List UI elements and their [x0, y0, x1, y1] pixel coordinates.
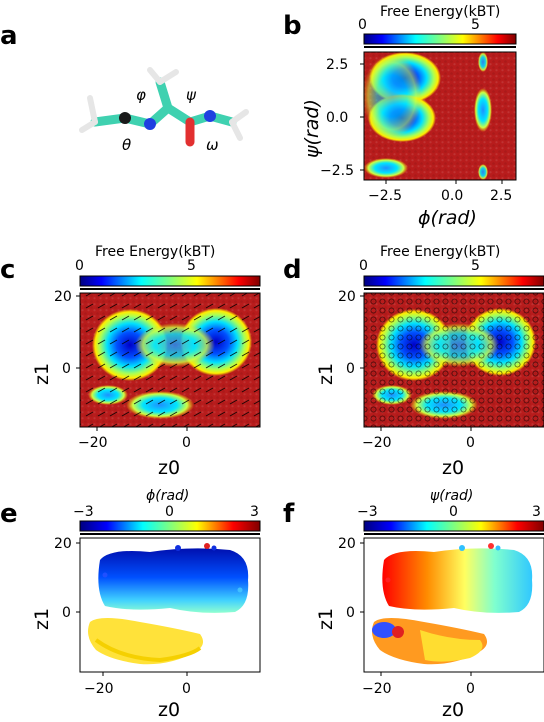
panel-a-label: a [0, 21, 18, 51]
e-xtick-mid: 0 [182, 681, 191, 697]
plot-e-area [76, 537, 261, 676]
b-ylabel: ψ(rad) [301, 99, 323, 158]
colorbar-c-unit: (kBT) [178, 244, 215, 260]
d-xtick-left: −20 [362, 435, 392, 451]
colorbar-b-unit: (kBT) [463, 4, 500, 20]
colorbar-f: ψ(rad) −3 0 3 [357, 488, 544, 535]
colorbar-f-tick-3: 3 [532, 504, 541, 520]
colorbar-e-tick-0: 0 [165, 504, 174, 520]
d-ytick-mid: 0 [346, 361, 355, 377]
colorbar-f-title: ψ(rad) [430, 488, 473, 504]
d-xlabel: z0 [442, 457, 464, 479]
d-ylabel: z1 [315, 363, 337, 385]
colorbar-c-title-wrap: Free Energy(kBT) [95, 244, 215, 260]
e-ytick-mid: 0 [62, 605, 71, 621]
f-ytick-mid: 0 [346, 605, 355, 621]
f-xlabel: z0 [442, 699, 464, 718]
c-xtick-left: −20 [78, 435, 108, 451]
e-ylabel: z1 [31, 608, 53, 630]
colorbar-f-tick-neg3: −3 [357, 504, 378, 520]
plot-b-area [360, 51, 517, 184]
colorbar-c: Free Energy(kBT) 0 5 [75, 244, 261, 290]
b-ytick-mid: 0.0 [326, 110, 348, 126]
colorbar-c-tick-0: 0 [75, 258, 84, 274]
panel-c-label: c [0, 255, 15, 285]
b-xtick-mid: 0.0 [441, 188, 463, 204]
panel-d: d Free Energy(kBT) 0 5 20 0 − [283, 244, 544, 479]
d-ytick-top: 20 [338, 289, 356, 305]
b-xtick-left: −2.5 [368, 188, 402, 204]
colorbar-b-title-wrap: Free Energy(kBT) [380, 4, 500, 20]
panel-b: b Free Energy(kBT) 0 5 [283, 4, 517, 229]
c-ytick-top: 20 [54, 289, 72, 305]
angle-theta: θ [122, 136, 131, 154]
c-xtick-mid: 0 [182, 435, 191, 451]
colorbar-b-title: Free Energy [380, 4, 463, 20]
colorbar-d-title: Free Energy [380, 244, 463, 260]
d-xtick-mid: 0 [466, 435, 475, 451]
colorbar-c-title: Free Energy [95, 244, 178, 260]
panel-f-label: f [283, 499, 295, 529]
b-ytick-top: 2.5 [326, 57, 348, 73]
panel-e-label: e [0, 499, 18, 529]
colorbar-e-title: ϕ(rad) [146, 488, 189, 504]
e-xlabel: z0 [158, 699, 180, 718]
c-ytick-mid: 0 [62, 361, 71, 377]
f-xtick-left: −20 [362, 681, 392, 697]
b-xlabel: ϕ(rad) [418, 207, 477, 229]
colorbar-e-tick-neg3: −3 [73, 504, 94, 520]
plot-f-area [360, 537, 544, 676]
colorbar-b-tick-0: 0 [358, 17, 367, 33]
panel-b-label: b [283, 11, 302, 41]
e-xtick-left: −20 [84, 681, 114, 697]
panel-c: c Free Energy(kBT) 0 5 20 0 − [0, 244, 261, 479]
molecule-illustration: φ ψ θ ω [79, 67, 249, 154]
colorbar-b: Free Energy(kBT) 0 5 [358, 4, 517, 48]
panel-e: e ϕ(rad) −3 0 3 20 0 −20 0 [0, 488, 261, 721]
colorbar-d-tick-0: 0 [359, 258, 368, 274]
colorbar-f-tick-0: 0 [449, 504, 458, 520]
colorbar-b-tick-5: 5 [471, 17, 480, 33]
colorbar-d-tick-5: 5 [471, 258, 480, 274]
plot-c-area [76, 292, 261, 431]
c-ylabel: z1 [31, 363, 53, 385]
angle-omega: ω [206, 136, 219, 154]
colorbar-c-tick-5: 5 [187, 258, 196, 274]
colorbar-d-title-wrap: Free Energy(kBT) [380, 244, 500, 260]
colorbar-e: ϕ(rad) −3 0 3 [73, 488, 261, 535]
c-xlabel: z0 [158, 457, 180, 479]
f-xtick-mid: 0 [466, 681, 475, 697]
angle-phi: φ [136, 86, 146, 104]
e-ytick-top: 20 [54, 536, 72, 552]
panel-a: a φ ψ θ ω [0, 21, 249, 154]
panel-d-label: d [283, 255, 302, 285]
colorbar-e-tick-3: 3 [250, 504, 259, 520]
f-ytick-top: 20 [338, 536, 356, 552]
b-ytick-bot: −2.5 [320, 163, 354, 179]
angle-psi: ψ [186, 86, 197, 104]
colorbar-d-unit: (kBT) [463, 244, 500, 260]
plot-d-area [360, 292, 544, 431]
b-xtick-right: 2.5 [490, 188, 512, 204]
colorbar-d: Free Energy(kBT) 0 5 [359, 244, 544, 290]
panel-f: f ψ(rad) −3 0 3 20 0 −20 [283, 488, 544, 721]
f-ylabel: z1 [315, 608, 337, 630]
